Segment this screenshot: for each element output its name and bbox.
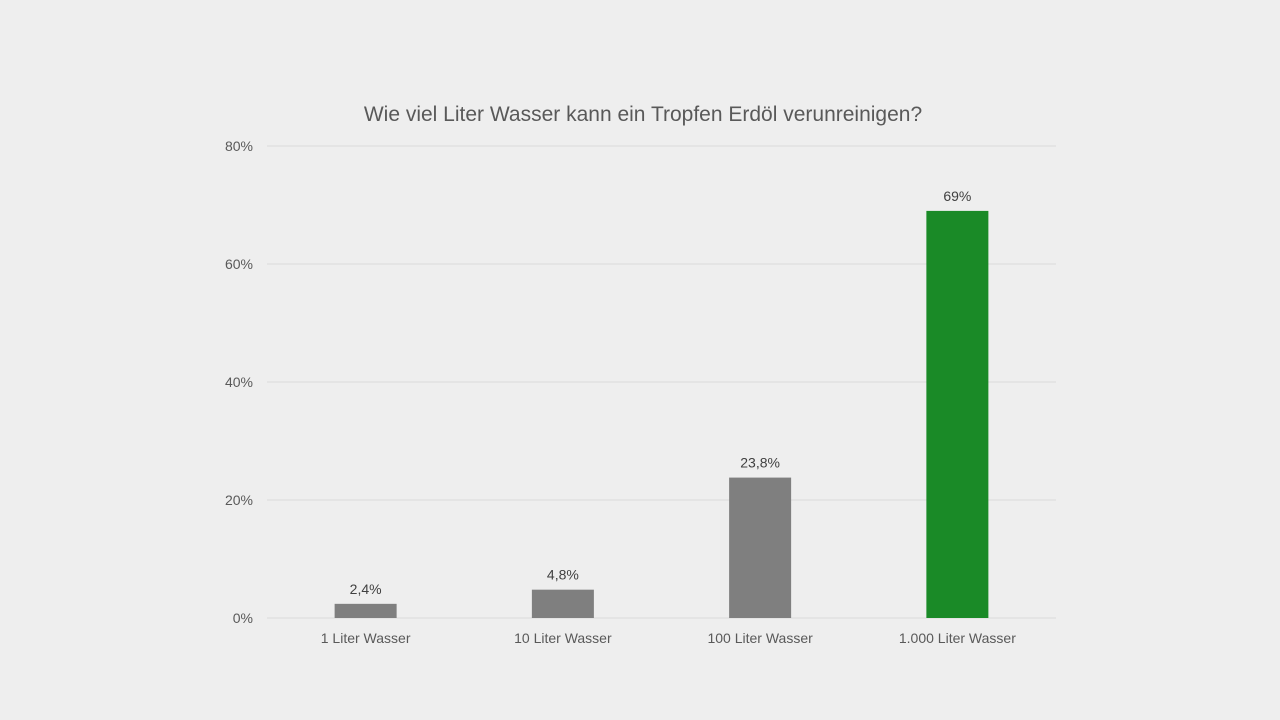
data-label: 4,8% (547, 567, 579, 583)
chart-title: Wie viel Liter Wasser kann ein Tropfen E… (364, 103, 922, 126)
data-label: 2,4% (350, 581, 382, 597)
y-tick-label: 80% (225, 138, 253, 154)
bar (926, 210, 989, 618)
x-tick-label: 100 Liter Wasser (707, 630, 813, 646)
x-axis-tick-labels: 1 Liter Wasser 10 Liter Wasser 100 Liter W… (321, 630, 1016, 646)
bar (334, 603, 397, 618)
bar (531, 589, 594, 618)
y-tick-label: 60% (225, 256, 253, 272)
x-tick-label: 10 Liter Wasser (514, 630, 612, 646)
x-tick-label: 1.000 Liter Wasser (899, 630, 1016, 646)
gridlines (267, 145, 1056, 619)
data-labels: 2,4% 4,8% 23,8% 69% (350, 188, 972, 597)
y-tick-label: 20% (225, 492, 253, 508)
bar (729, 477, 792, 618)
y-axis-tick-labels: 0% 20% 40% 60% 80% (225, 138, 253, 626)
data-label: 23,8% (740, 455, 780, 471)
y-tick-label: 0% (233, 610, 253, 626)
data-label: 69% (943, 188, 971, 204)
bars (334, 210, 989, 618)
x-tick-label: 1 Liter Wasser (321, 630, 411, 646)
y-tick-label: 40% (225, 374, 253, 390)
